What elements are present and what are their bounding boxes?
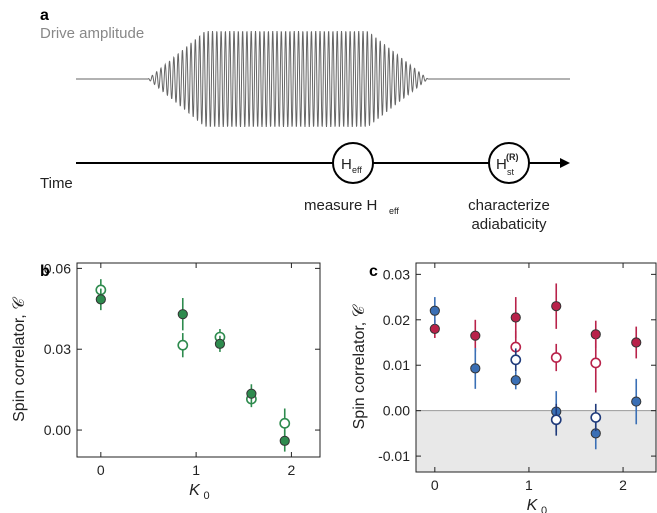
hst-circle-sup: (R): [506, 152, 519, 162]
filled-data-point: [95, 294, 106, 305]
open-data-point: [177, 339, 189, 351]
heff-circle-sub: eff: [352, 165, 362, 175]
open-data-point: [550, 414, 562, 426]
filled-data-point: [279, 435, 290, 446]
filled-data-point: [470, 330, 481, 341]
negative-region-shade: [416, 410, 656, 472]
x-axis-label-sub: 0: [204, 490, 210, 502]
x-tick-label: 2: [619, 477, 627, 493]
x-axis-label-sub: 0: [541, 505, 547, 513]
plot-frame: [415, 262, 657, 473]
filled-data-point: [246, 388, 257, 399]
y-tick-label: 0.00: [44, 422, 71, 438]
filled-data-point: [470, 363, 481, 374]
open-data-point: [590, 357, 602, 369]
filled-data-point: [429, 305, 440, 316]
drive-waveform: [76, 30, 570, 128]
x-tick-label: 1: [192, 462, 200, 478]
panel-a-label: a: [40, 7, 49, 24]
filled-data-point: [429, 323, 440, 334]
filled-data-point: [510, 375, 521, 386]
x-axis-label: K: [189, 482, 201, 499]
characterize-line2: adiabaticity: [471, 216, 547, 233]
x-tick-label: 2: [288, 462, 296, 478]
open-data-point: [590, 412, 602, 423]
x-tick-label: 0: [97, 462, 105, 478]
filled-data-point: [631, 396, 642, 407]
hst-circle-sub: st: [507, 167, 515, 177]
open-data-point: [279, 417, 291, 429]
time-arrow-head: [560, 158, 570, 168]
filled-data-point: [631, 337, 642, 348]
hst-circle-main: H: [496, 156, 507, 173]
y-axis-label: Spin correlator, 𝒞: [351, 304, 368, 429]
y-tick-label: 0.06: [44, 260, 71, 276]
filled-data-point: [551, 301, 562, 312]
y-tick-label: 0.00: [383, 403, 410, 419]
y-tick-label: 0.02: [383, 312, 410, 328]
x-axis-label: K: [527, 497, 539, 513]
characterize-line1: characterize: [468, 197, 550, 214]
filled-data-point: [214, 338, 226, 349]
panel-label: c: [369, 263, 378, 280]
y-tick-label: 0.01: [383, 357, 410, 373]
panel-label: b: [40, 263, 50, 280]
open-data-point: [550, 352, 562, 363]
drive-amplitude-label: Drive amplitude: [40, 25, 144, 42]
measure-heff-text: measure H: [304, 197, 377, 214]
y-axis-label: Spin correlator, 𝒞: [11, 297, 28, 422]
heff-circle-main: H: [341, 156, 352, 173]
x-tick-label: 0: [431, 477, 439, 493]
open-data-point: [510, 354, 522, 366]
plot-frame: [76, 262, 321, 458]
y-tick-label: -0.01: [378, 448, 410, 464]
measure-heff-sub: eff: [389, 206, 399, 216]
panel-a: a Drive amplitude Time H eff H st (R) me…: [40, 7, 570, 233]
x-tick-label: 1: [525, 477, 533, 493]
time-label: Time: [40, 175, 73, 192]
y-tick-label: 0.03: [383, 266, 410, 282]
y-tick-label: 0.03: [44, 341, 71, 357]
filled-data-point: [510, 312, 521, 323]
filled-data-point: [177, 309, 188, 320]
hst-circle: H st (R): [488, 142, 530, 184]
heff-circle: H eff: [332, 142, 374, 184]
